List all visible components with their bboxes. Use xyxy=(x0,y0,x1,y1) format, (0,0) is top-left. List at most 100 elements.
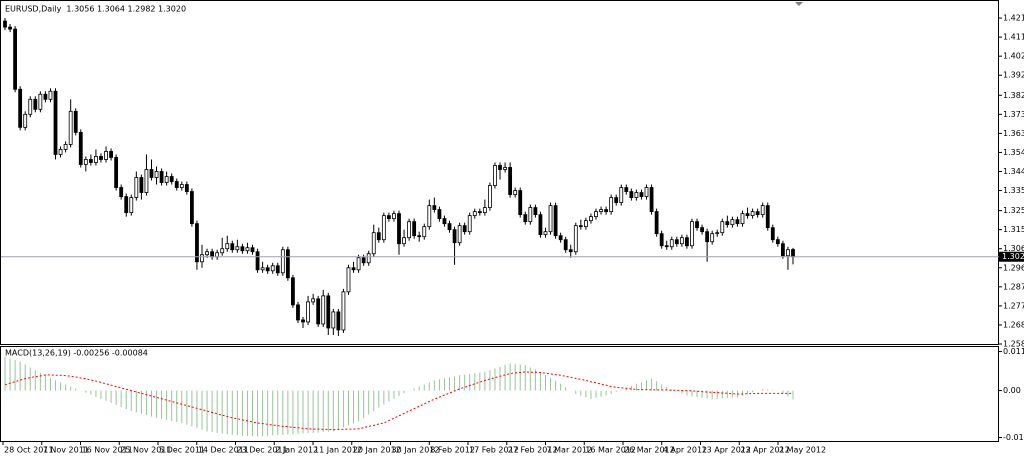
candle-body xyxy=(498,165,502,170)
x-tick-label: 14 Dec 2011 xyxy=(198,446,249,455)
x-tick-label: 11 Jan 2012 xyxy=(314,446,362,455)
candle-body xyxy=(255,251,260,271)
candle-body xyxy=(250,247,255,253)
candle-body xyxy=(134,177,139,198)
candle-body xyxy=(169,176,174,182)
candle-body xyxy=(578,225,583,228)
current-price-box xyxy=(999,251,1024,262)
candle-body xyxy=(164,176,169,183)
candle-body xyxy=(477,211,482,214)
candle-body xyxy=(528,207,533,223)
candle-body xyxy=(68,110,73,145)
candle-body xyxy=(240,246,245,252)
candle-body xyxy=(351,267,356,271)
candle-body xyxy=(447,223,452,231)
candle-body xyxy=(331,311,336,329)
candle-body xyxy=(381,215,386,241)
candle-body xyxy=(674,239,679,245)
y-tick-label: 1.2775 xyxy=(1003,301,1024,310)
candle-body xyxy=(518,190,523,216)
candle-body xyxy=(109,151,113,158)
candle-body xyxy=(457,225,462,244)
candle-body xyxy=(326,295,331,329)
y-tick-label: 1.3155 xyxy=(1003,225,1024,234)
candle-body xyxy=(402,237,406,245)
candle-body xyxy=(740,213,745,225)
candle-body xyxy=(225,243,230,250)
candle-body xyxy=(553,205,558,237)
macd-signal xyxy=(4,371,794,431)
candle-body xyxy=(301,319,305,323)
candle-body xyxy=(659,233,664,247)
candle-body xyxy=(644,187,649,197)
candle-body xyxy=(159,171,164,183)
candle-body xyxy=(8,26,12,30)
current-price-label: 1.3020 xyxy=(1002,252,1024,261)
chart-title: EURUSD,Daily 1.3056 1.3064 1.2982 1.3020 xyxy=(5,5,186,14)
candle-body xyxy=(28,98,33,115)
candle-body xyxy=(184,184,189,192)
candle-body xyxy=(306,301,310,323)
y-tick-label: 1.3730 xyxy=(1003,110,1024,119)
candle-body xyxy=(291,277,295,306)
candle-body xyxy=(139,177,144,193)
candle-body xyxy=(634,192,639,198)
candle-body xyxy=(427,205,432,228)
candle-body xyxy=(119,187,124,197)
candle-body xyxy=(63,144,68,150)
candle-body xyxy=(760,205,765,216)
y-tick-label: 1.3250 xyxy=(1003,206,1024,215)
x-tick-label: 26 Mar 2012 xyxy=(624,446,675,455)
candle-body xyxy=(296,304,300,321)
candle-body xyxy=(220,248,225,254)
x-tick-label: 7 Nov 2011 xyxy=(43,446,89,455)
plot-layer: 1.4210 1.4115 1.4020 1.3925 1.3825 1.3730 1.36… xyxy=(1,14,1024,455)
candle-body xyxy=(235,246,240,251)
candle-body xyxy=(73,110,78,133)
candle-body xyxy=(589,216,593,222)
candle-body xyxy=(13,28,18,90)
y-tick-label: 1.2965 xyxy=(1003,263,1024,272)
candle-body xyxy=(124,196,129,214)
candle-body xyxy=(685,237,689,247)
y-tick-label: 1.3060 xyxy=(1003,244,1024,253)
candle-body xyxy=(371,232,376,255)
y-tick-label: 0.00 xyxy=(1003,386,1021,395)
candle-body xyxy=(780,243,785,257)
x-tick-label: 5 Dec 2011 xyxy=(159,446,205,455)
candle-body xyxy=(18,88,23,128)
candle-body xyxy=(33,98,38,110)
candle-body xyxy=(179,184,184,188)
y-tick-label: 1.3350 xyxy=(1003,186,1024,195)
candle-body xyxy=(705,231,710,243)
candle-body xyxy=(422,226,427,238)
y-tick-label: 1.3540 xyxy=(1003,148,1024,157)
candle-body xyxy=(43,93,48,100)
candle-body xyxy=(594,211,598,218)
x-tick-label: 27 Feb 2012 xyxy=(508,446,558,455)
candle-body xyxy=(205,251,209,256)
candle-body xyxy=(341,291,346,331)
x-tick-label: 23 Apr 2012 xyxy=(740,446,789,455)
candle-body xyxy=(200,254,204,263)
y-tick-label: 1.4115 xyxy=(1003,33,1024,42)
candle-body xyxy=(695,221,699,229)
candle-body xyxy=(94,156,98,163)
candle-body xyxy=(154,171,159,178)
y-tick-label: 1.2585 xyxy=(1003,340,1024,349)
candle-body xyxy=(599,209,603,213)
candle-body xyxy=(210,251,215,258)
y-tick-label: 1.4210 xyxy=(1003,14,1024,23)
candle-body xyxy=(558,235,563,241)
y-tick-label: 1.3925 xyxy=(1003,71,1024,80)
candle-body xyxy=(99,156,103,160)
candle-body xyxy=(614,197,619,203)
x-tick-label: 16 Mar 2012 xyxy=(585,446,636,455)
candle-body xyxy=(775,239,780,245)
candle-body xyxy=(568,249,573,253)
candle-body xyxy=(311,298,316,303)
candle-body xyxy=(563,239,568,251)
x-tick-label: 30 Jan 2012 xyxy=(392,446,440,455)
candle-body xyxy=(3,20,7,28)
